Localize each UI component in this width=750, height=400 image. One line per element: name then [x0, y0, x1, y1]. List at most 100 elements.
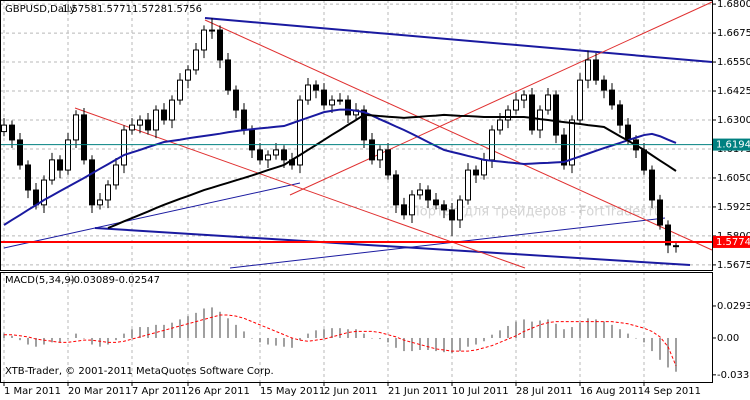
moving-average — [3, 108, 677, 226]
candle-body — [377, 149, 383, 161]
candle-body — [209, 29, 215, 32]
y-tick-label: 1.5925 — [717, 202, 750, 213]
candle-body — [649, 169, 655, 201]
macd-bar — [3, 333, 5, 338]
macd-bar — [227, 318, 229, 338]
macd-bar — [507, 325, 509, 338]
macd-tick-label: 0.0293 — [717, 301, 750, 312]
candle-body — [233, 89, 239, 111]
candle-body — [313, 84, 319, 91]
trendline — [94, 227, 691, 266]
candle-body — [305, 84, 311, 101]
macd-title: MACD(5,34,9) — [5, 275, 75, 286]
macd-bar — [403, 337, 405, 352]
macd-bar — [75, 333, 77, 338]
x-tick-label: 16 Aug 2011 — [580, 386, 644, 397]
candle-body — [297, 99, 303, 166]
candle-body — [393, 174, 399, 206]
macd-bar — [419, 337, 421, 350]
macd-bar — [123, 333, 125, 338]
candle-body — [337, 99, 343, 102]
macd-bar — [587, 318, 589, 338]
candle-body — [385, 149, 391, 176]
macd-bar — [99, 337, 101, 347]
price-level-box — [713, 138, 750, 151]
main-panel-border — [0, 0, 713, 271]
macd-bar — [371, 337, 373, 339]
macd-bar — [195, 312, 197, 338]
candle-body — [17, 139, 23, 166]
candle-body — [9, 124, 15, 141]
macd-bar — [539, 320, 541, 338]
header-open: 1.5758 — [62, 4, 97, 15]
candle-body — [345, 99, 351, 116]
candle-body — [609, 89, 615, 106]
macd-bar — [427, 337, 429, 350]
candle-body — [361, 109, 367, 141]
x-tick-label: 21 Jun 2011 — [388, 386, 448, 397]
y-tick-label: 1.6425 — [717, 86, 750, 97]
macd-bar — [475, 337, 477, 345]
macd-bar — [235, 324, 237, 338]
candle-body — [505, 109, 511, 121]
macd-bar — [43, 337, 45, 345]
candle-body — [521, 94, 527, 101]
y-tick-label: 1.6050 — [717, 173, 750, 184]
macd-bar — [27, 337, 29, 345]
candle-body — [265, 154, 271, 161]
candle-body — [577, 79, 583, 121]
candle-body — [257, 149, 263, 161]
candle-body — [593, 59, 599, 81]
macd-bar — [387, 337, 389, 343]
candle-body — [193, 49, 199, 71]
candle-body — [65, 139, 71, 171]
candle-body — [81, 114, 87, 161]
macd-bar — [203, 308, 205, 338]
candle-body — [513, 99, 519, 111]
y-tick-label: 1.6550 — [717, 57, 750, 68]
symbol: GBPUSD,Daily — [5, 4, 76, 15]
candle-body — [145, 119, 151, 131]
x-tick-label: 7 Apr 2011 — [132, 386, 187, 397]
candle-body — [281, 149, 287, 161]
macd-bar — [571, 327, 573, 338]
macd-bar — [131, 329, 133, 338]
frame — [0, 0, 713, 383]
macd-signal-value: -0.02547 — [115, 275, 160, 286]
macd-bar — [515, 321, 517, 338]
candle-body — [49, 159, 55, 181]
x-tick-label: 26 Apr 2011 — [188, 386, 250, 397]
candle-body — [433, 199, 439, 206]
macd-bar — [107, 337, 109, 345]
candle-body — [409, 194, 415, 216]
macd-bar — [331, 328, 333, 338]
macd-bar — [147, 327, 149, 338]
macd-bar — [563, 329, 565, 338]
price-level-label: 1.6194 — [716, 140, 750, 151]
candle-body — [441, 204, 447, 211]
macd-bar — [659, 337, 661, 360]
candle-body — [113, 164, 119, 186]
candle-body — [169, 99, 175, 121]
header-low: 1.5728 — [132, 4, 167, 15]
candle-body — [225, 59, 231, 91]
candle-body — [665, 224, 671, 246]
candle-body — [161, 109, 167, 121]
x-tick-label: 1 Mar 2011 — [4, 386, 61, 397]
candle-body — [25, 164, 31, 191]
candle-body — [601, 79, 607, 91]
candle-body — [617, 104, 623, 126]
candle-body — [137, 119, 143, 126]
macd-bar — [11, 335, 13, 338]
candle-body — [585, 59, 591, 81]
candle-body — [201, 29, 207, 51]
macd-bar — [307, 333, 309, 338]
macd-bar — [603, 321, 605, 338]
macd-bar — [491, 334, 493, 338]
macd-bar — [323, 329, 325, 338]
candle-body — [57, 159, 63, 171]
candle-body — [569, 119, 575, 166]
macd-bar — [579, 322, 581, 338]
moving-average — [107, 113, 677, 229]
